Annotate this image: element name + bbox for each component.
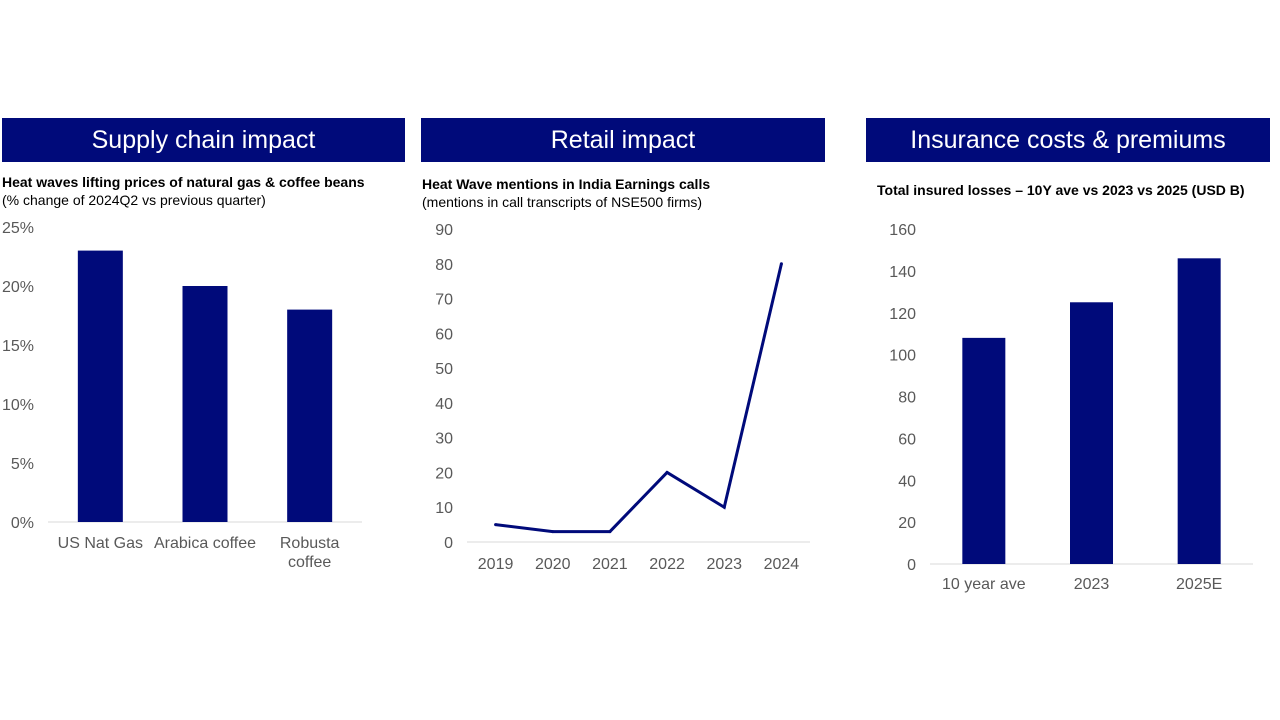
data-point [665, 470, 669, 474]
y-tick-label: 50 [435, 361, 453, 378]
series-line [495, 263, 783, 534]
y-tick-label: 120 [889, 306, 916, 323]
y-tick-label: 40 [898, 473, 916, 490]
panel-header-retail: Retail impact [421, 118, 825, 162]
x-tick-label: 2023 [706, 556, 742, 573]
x-tick-label: 2023 [1074, 576, 1110, 593]
data-point [608, 530, 612, 534]
x-tick-label: 2020 [535, 556, 571, 573]
retail-line-chart: 0 10 20 30 40 50 60 70 80 90 2019 2020 2021 2022 2023 2… [435, 222, 810, 573]
bar [182, 286, 228, 522]
x-tick-label: 2019 [478, 556, 514, 573]
panel-header-insurance: Insurance costs & premiums [866, 118, 1270, 162]
y-tick-label: 80 [898, 390, 916, 407]
bar [287, 309, 333, 522]
y-tick-label: 70 [435, 292, 453, 309]
chart-title-insurance: Total insured losses – 10Y ave vs 2023 v… [877, 182, 1245, 198]
y-tick-label: 140 [889, 264, 916, 281]
x-tick-label: 2025E [1176, 576, 1222, 593]
y-tick-label: 0 [444, 535, 453, 552]
x-tick-label: 10 year ave [942, 576, 1026, 593]
y-tick-label: 25% [2, 220, 34, 237]
y-tick-label: 80 [435, 257, 453, 274]
y-tick-label: 90 [435, 222, 453, 239]
x-tick-label: 2021 [592, 556, 628, 573]
x-tick-label: coffee [288, 554, 331, 571]
chart-title-retail: Heat Wave mentions in India Earnings cal… [422, 176, 711, 192]
data-point [722, 505, 726, 509]
x-tick-label: US Nat Gas [58, 535, 143, 552]
y-tick-label: 5% [11, 456, 34, 473]
x-tick-label: 2024 [764, 556, 800, 573]
chart-subtitle-supply-chain: (% change of 2024Q2 vs previous quarter) [2, 192, 266, 208]
y-tick-label: 100 [889, 348, 916, 365]
bar [77, 250, 123, 522]
y-tick-label: 10 [435, 500, 453, 517]
y-tick-label: 160 [889, 222, 916, 239]
y-tick-label: 30 [435, 431, 453, 448]
y-tick-label: 40 [435, 396, 453, 413]
data-point [494, 523, 498, 527]
y-tick-label: 20 [898, 515, 916, 532]
y-tick-label: 20 [435, 465, 453, 482]
y-tick-label: 60 [898, 431, 916, 448]
x-tick-label: Robusta [280, 535, 340, 552]
x-tick-label: Arabica coffee [154, 535, 256, 552]
supply-chain-bar-chart: 0% 5% 10% 15% 20% 25% US Nat Gas Arabica coffee… [2, 220, 362, 571]
chart-title-supply-chain: Heat waves lifting prices of natural gas… [2, 174, 365, 190]
x-tick-label: 2022 [649, 556, 685, 573]
y-tick-label: 15% [2, 338, 34, 355]
y-tick-label: 20% [2, 279, 34, 296]
data-point [779, 262, 783, 266]
chart-subtitle-retail: (mentions in call transcripts of NSE500 … [422, 194, 703, 210]
bar [1070, 302, 1113, 564]
y-tick-label: 10% [2, 397, 34, 414]
data-point [551, 530, 555, 534]
y-tick-label: 60 [435, 326, 453, 343]
y-tick-label: 0% [11, 515, 34, 532]
insurance-bar-chart: 0 20 40 60 80 100 120 140 160 10 year ave 2023 2025… [889, 222, 1253, 593]
panel-header-supply-chain: Supply chain impact [2, 118, 405, 162]
bar [1177, 258, 1221, 564]
bar [962, 337, 1006, 564]
y-tick-label: 0 [907, 557, 916, 574]
